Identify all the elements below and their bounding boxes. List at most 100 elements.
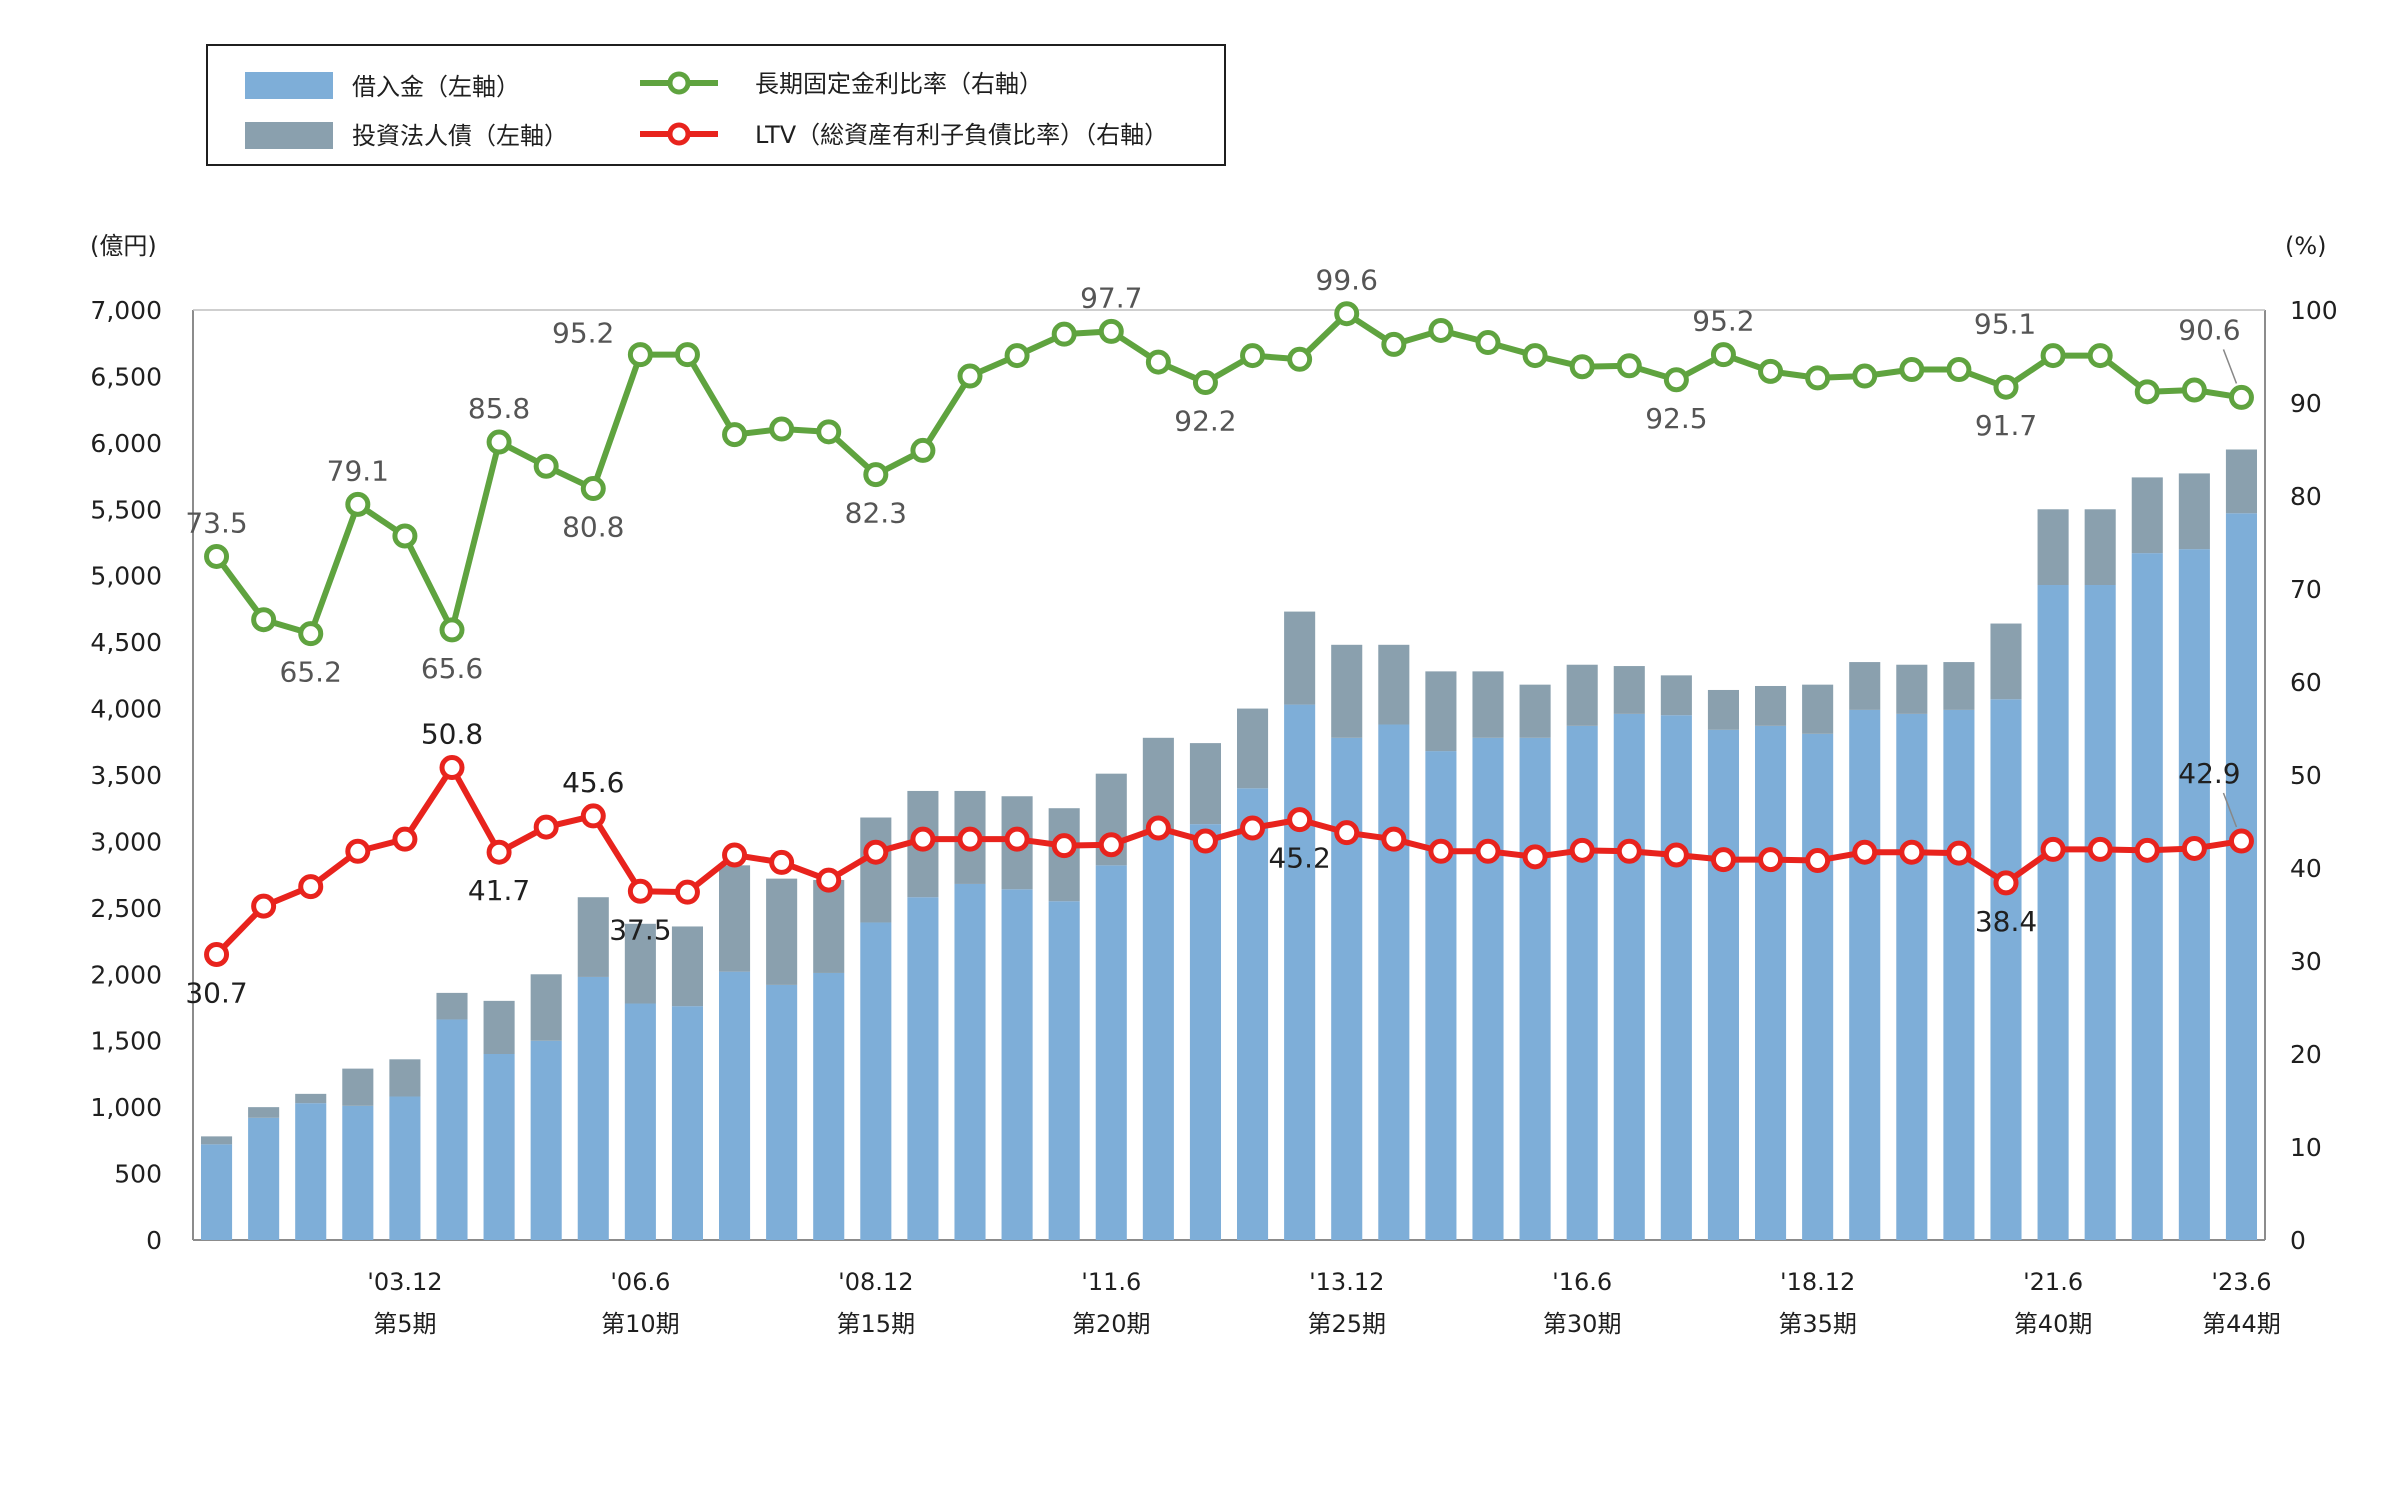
right-tick-label: 10 (2290, 1133, 2322, 1162)
legend-marker-fixed-rate (667, 71, 691, 95)
marker-ltv (1805, 848, 1831, 874)
marker-fixed-rate (580, 476, 606, 502)
x-period-label: 第40期 (2014, 1310, 2093, 1338)
bar-loans (1802, 733, 1834, 1240)
leader-line (2222, 792, 2238, 828)
left-tick-label: 0 (146, 1226, 162, 1255)
left-tick-label: 1,000 (90, 1093, 162, 1122)
bar-loans (483, 1054, 515, 1240)
marker-fixed-rate (1852, 363, 1878, 389)
marker-ltv (1051, 833, 1077, 859)
marker-ltv (2181, 835, 2207, 861)
bar-loans (1284, 704, 1316, 1240)
bar-loans (1331, 737, 1363, 1240)
bar-bonds (1943, 662, 1975, 710)
marker-ltv (1522, 844, 1548, 870)
bar-bonds (1472, 671, 1504, 738)
left-tick-label: 5,000 (90, 562, 162, 591)
bar-loans (389, 1096, 421, 1240)
marker-ltv (486, 839, 512, 865)
data-label-ltv: 45.2 (1268, 842, 1330, 875)
bar-loans (1189, 824, 1221, 1240)
data-label-ltv: 45.6 (562, 766, 624, 799)
marker-fixed-rate (1240, 343, 1266, 369)
data-label-fixed-rate: 73.5 (185, 506, 247, 539)
marker-fixed-rate (1145, 349, 1171, 375)
marker-ltv (345, 838, 371, 864)
marker-fixed-rate (674, 342, 700, 368)
x-date-label: '23.6 (2211, 1268, 2271, 1296)
bar-loans (624, 1003, 656, 1240)
bar-loans (954, 883, 986, 1240)
x-date-label: '08.12 (838, 1268, 913, 1296)
marker-ltv (627, 878, 653, 904)
bar-bonds (813, 879, 845, 973)
data-label-fixed-rate: 95.2 (1692, 305, 1754, 338)
x-date-label: '16.6 (1552, 1268, 1612, 1296)
marker-fixed-rate (1334, 301, 1360, 327)
bar-loans (1425, 751, 1457, 1240)
right-tick-label: 30 (2290, 947, 2322, 976)
marker-ltv (1240, 815, 1266, 841)
marker-fixed-rate (769, 416, 795, 442)
marker-fixed-rate (627, 342, 653, 368)
data-label-fixed-rate: 65.2 (280, 656, 342, 689)
marker-fixed-rate (2040, 343, 2066, 369)
bar-loans (436, 1019, 468, 1240)
marker-ltv (1852, 839, 1878, 865)
left-tick-label: 6,000 (90, 429, 162, 458)
bar-bonds (530, 974, 562, 1041)
marker-fixed-rate (2181, 377, 2207, 403)
left-axis-unit: (億円) (90, 232, 157, 260)
bar-bonds (1378, 644, 1410, 725)
bar-loans (860, 922, 892, 1240)
right-tick-label: 40 (2290, 854, 2322, 883)
marker-fixed-rate (533, 453, 559, 479)
bar-loans (1237, 788, 1269, 1240)
x-date-label: '21.6 (2023, 1268, 2083, 1296)
bar-bonds (1990, 623, 2022, 700)
bar-loans (1990, 699, 2022, 1240)
marker-fixed-rate (816, 419, 842, 445)
bar-bonds (860, 817, 892, 923)
marker-ltv (533, 814, 559, 840)
bar-bonds (483, 1000, 515, 1054)
marker-fixed-rate (1004, 343, 1030, 369)
bar-loans (766, 984, 798, 1240)
legend-label-ltv: LTV（総資産有利子負債比率）（右軸） (755, 121, 1168, 149)
legend-marker-ltv (667, 122, 691, 146)
marker-ltv (816, 867, 842, 893)
left-tick-label: 500 (114, 1160, 162, 1189)
x-period-label: 第35期 (1778, 1310, 1857, 1338)
marker-fixed-rate (204, 543, 230, 569)
data-label-ltv: 38.4 (1975, 905, 2037, 938)
marker-fixed-rate (345, 491, 371, 517)
marker-fixed-rate (1758, 358, 1784, 384)
marker-ltv (957, 826, 983, 852)
marker-fixed-rate (1098, 318, 1124, 344)
right-tick-label: 80 (2290, 482, 2322, 511)
right-tick-label: 100 (2290, 296, 2338, 325)
marker-fixed-rate (722, 422, 748, 448)
bar-bonds (766, 878, 798, 985)
left-tick-label: 5,500 (90, 495, 162, 524)
left-tick-label: 4,000 (90, 695, 162, 724)
bar-bonds (2084, 509, 2116, 586)
marker-fixed-rate (863, 462, 889, 488)
marker-fixed-rate (1192, 370, 1218, 396)
legend-frame (206, 44, 1226, 166)
marker-ltv (580, 803, 606, 829)
bar-loans (1095, 865, 1127, 1240)
bar-loans (248, 1117, 280, 1240)
data-label-fixed-rate: 99.6 (1316, 264, 1378, 297)
left-tick-label: 1,500 (90, 1027, 162, 1056)
bar-bonds (1613, 666, 1645, 714)
x-date-label: '18.12 (1780, 1268, 1855, 1296)
bar-bonds (2225, 449, 2257, 514)
marker-ltv (863, 839, 889, 865)
bar-bonds (1189, 743, 1221, 825)
bar-loans (201, 1144, 233, 1240)
marker-ltv (251, 893, 277, 919)
marker-ltv (1145, 815, 1171, 841)
